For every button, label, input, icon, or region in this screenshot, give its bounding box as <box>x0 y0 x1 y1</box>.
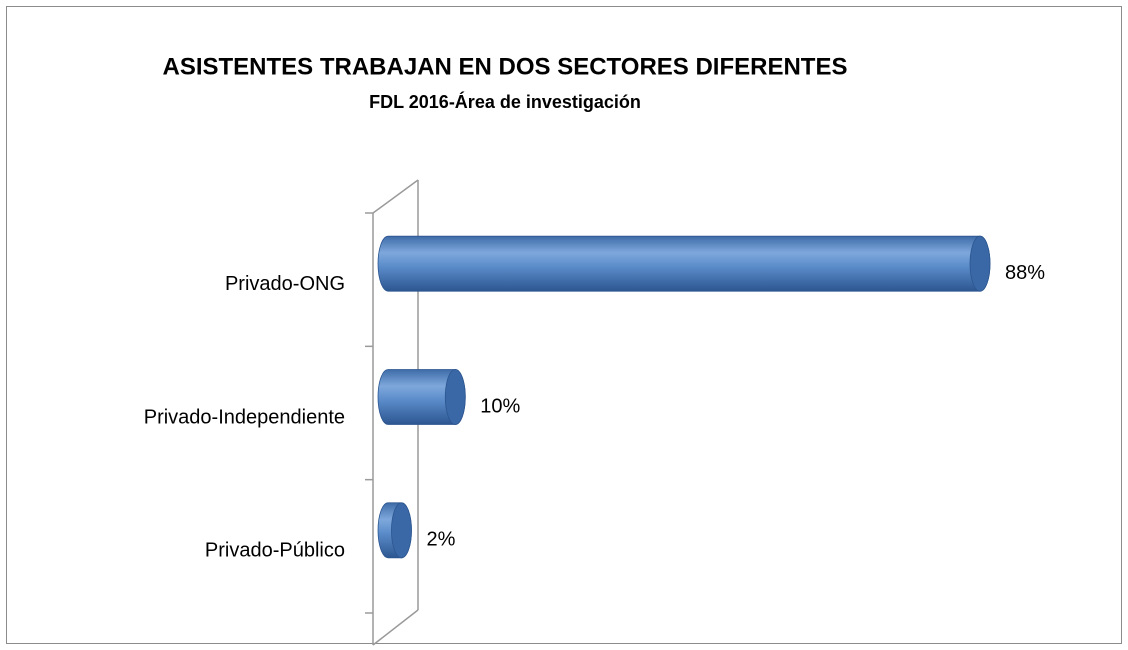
chart-title: ASISTENTES TRABAJAN EN DOS SECTORES DIFE… <box>163 53 848 80</box>
chart-subtitle: FDL 2016-Área de investigación <box>369 91 641 112</box>
value-label: 2% <box>426 529 455 551</box>
value-label: 88% <box>1005 262 1045 284</box>
y-tick-label: Privado-Independiente <box>144 406 345 428</box>
bar-cap <box>444 369 466 425</box>
y-tick-label: Privado-Público <box>205 540 345 562</box>
chart-border <box>6 6 1122 644</box>
bar-cap <box>969 235 991 292</box>
y-tick-label: Privado-ONG <box>225 273 345 295</box>
value-label: 10% <box>480 395 520 417</box>
bar <box>377 235 991 292</box>
bar-cap <box>391 502 412 559</box>
